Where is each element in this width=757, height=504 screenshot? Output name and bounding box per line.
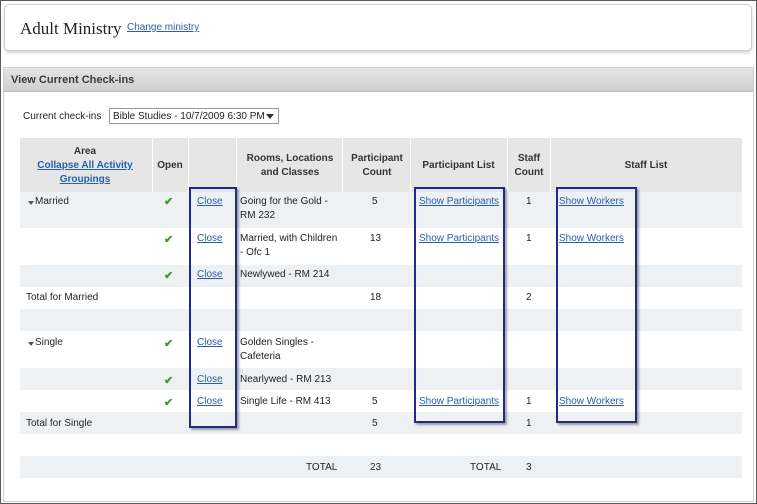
rooms-header: Rooms, Locations and Classes: [246, 153, 334, 178]
show-participants-link[interactable]: Show Participants: [419, 233, 500, 244]
expand-married-icon[interactable]: [28, 201, 34, 205]
room-name: Golden Singles - Cafeteria: [240, 337, 314, 362]
grand-total-staff: 3: [526, 462, 532, 473]
check-icon: ✔: [164, 338, 174, 350]
check-icon: ✔: [164, 196, 174, 208]
check-icon: ✔: [164, 270, 174, 282]
collapse-all-link[interactable]: Collapse All Activity Groupings: [37, 160, 133, 185]
panel-header: View Current Check-ins: [4, 68, 753, 92]
area-header: Area Collapse All Activity Groupings: [37, 146, 133, 185]
group-single-label[interactable]: Single: [35, 337, 63, 348]
show-workers-link[interactable]: Show Workers: [559, 396, 624, 407]
show-workers-link[interactable]: Show Workers: [559, 196, 624, 207]
check-icon: ✔: [164, 375, 174, 387]
grand-total-participants: 23: [370, 462, 382, 473]
staff-list-highlight: [556, 187, 637, 423]
participant-count: 5: [372, 396, 378, 407]
staff-count: 1: [526, 233, 532, 244]
show-participants-link[interactable]: Show Participants: [419, 396, 500, 407]
staff-list-header: Staff List: [624, 160, 668, 171]
grand-total-staff-label: TOTAL: [470, 462, 502, 473]
checkins-panel: View Current Check-ins Current check-ins…: [3, 67, 754, 502]
staff-count: 1: [526, 196, 532, 207]
expand-single-icon[interactable]: [28, 342, 34, 346]
room-name: Married, with Children - Ofc 1: [240, 233, 338, 258]
total-single-staff: 1: [526, 418, 532, 429]
room-name: Going for the Gold - RM 232: [240, 196, 328, 221]
group-married-label[interactable]: Married: [35, 196, 69, 207]
close-button[interactable]: Close: [197, 396, 223, 407]
check-icon: ✔: [164, 397, 174, 409]
show-workers-link[interactable]: Show Workers: [559, 233, 624, 244]
ministry-header: Adult Ministry Change ministry: [4, 4, 752, 51]
total-single-participants: 5: [372, 418, 378, 429]
staff-count-header: Staff Count: [514, 153, 544, 178]
participant-count-header: Participant Count: [351, 153, 403, 178]
panel-title: View Current Check-ins: [11, 74, 135, 86]
close-column-highlight: [189, 187, 237, 428]
participant-list-header: Participant List: [422, 160, 495, 171]
grand-total-participants-label: TOTAL: [306, 462, 338, 473]
close-button[interactable]: Close: [197, 196, 223, 207]
room-name: Single Life - RM 413: [240, 396, 331, 407]
participant-list-highlight: [414, 187, 505, 423]
table-header: [20, 138, 742, 192]
close-button[interactable]: Close: [197, 233, 223, 244]
ministry-title: Adult Ministry: [20, 19, 122, 38]
total-married-participants: 18: [370, 292, 382, 303]
open-header: Open: [157, 160, 183, 171]
room-name: Nearlywed - RM 213: [240, 374, 332, 385]
total-married-label: Total for Married: [26, 292, 99, 303]
staff-count: 1: [526, 396, 532, 407]
change-ministry-link[interactable]: Change ministry: [127, 22, 200, 33]
participant-count: 5: [372, 196, 378, 207]
show-participants-link[interactable]: Show Participants: [419, 196, 500, 207]
total-married-staff: 2: [526, 292, 532, 303]
checkins-select[interactable]: Bible Studies - 10/7/2009 6:30 PM: [109, 108, 279, 124]
check-icon: ✔: [164, 234, 174, 246]
chevron-down-icon: [266, 114, 274, 119]
close-button[interactable]: Close: [197, 269, 223, 280]
checkins-select-value: Bible Studies - 10/7/2009 6:30 PM: [113, 111, 265, 122]
close-button[interactable]: Close: [197, 337, 223, 348]
room-name: Newlywed - RM 214: [240, 269, 330, 280]
total-single-label: Total for Single: [26, 418, 93, 429]
participant-count: 13: [370, 233, 382, 244]
checkins-picker-label: Current check-ins: [23, 111, 102, 122]
close-button[interactable]: Close: [197, 374, 223, 385]
